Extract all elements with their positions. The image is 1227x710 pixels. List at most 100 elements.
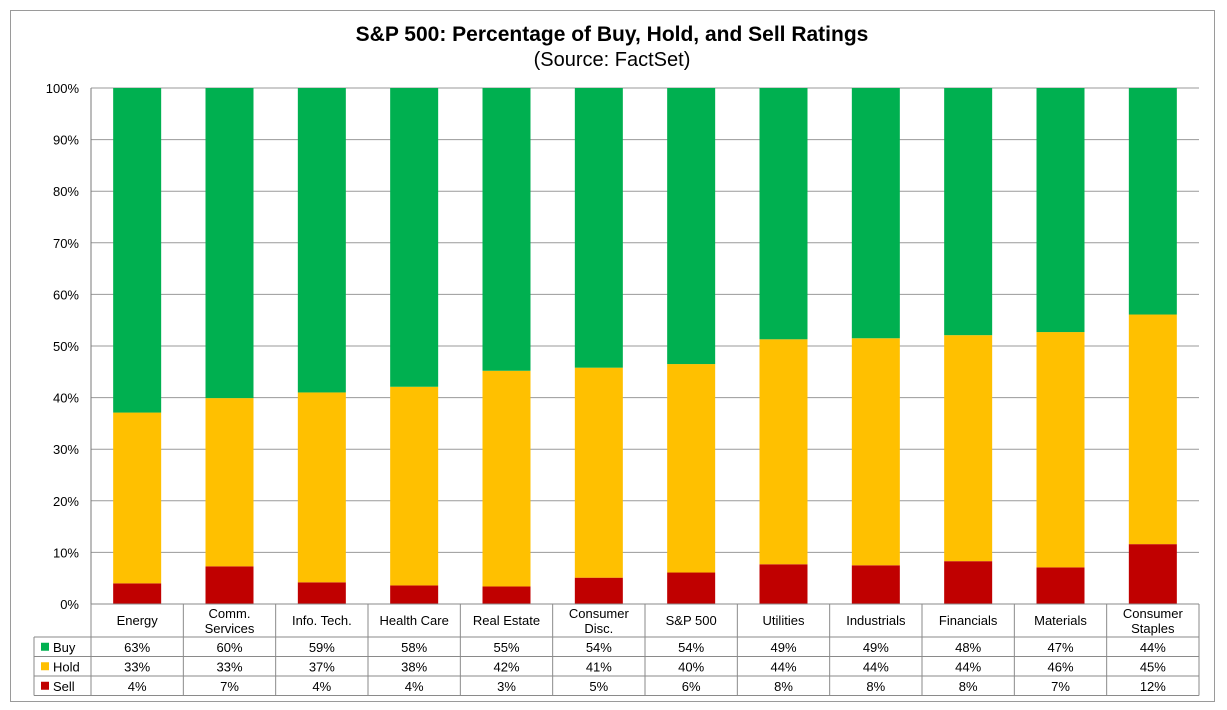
data-label: 8% <box>774 679 793 694</box>
y-tick-label: 100% <box>46 81 80 96</box>
bar-segment-hold <box>205 398 254 567</box>
bar-segment-sell <box>1128 544 1177 604</box>
category-label: S&P 500 <box>666 613 717 628</box>
category-label: Staples <box>1131 621 1175 636</box>
bar-segment-sell <box>390 585 439 604</box>
data-label: 8% <box>959 679 978 694</box>
y-axis: 0% 10% 20% 30% 40% 50% 60% 70% 80% 90% 100% <box>46 81 92 612</box>
data-label: 38% <box>401 659 427 674</box>
data-label: 33% <box>216 659 242 674</box>
category-label: Materials <box>1034 613 1087 628</box>
data-label: 7% <box>1051 679 1070 694</box>
bar-segment-buy <box>851 88 900 339</box>
data-label: 44% <box>770 659 796 674</box>
bar-segment-sell <box>205 566 254 604</box>
data-label: 33% <box>124 659 150 674</box>
y-tick-label: 40% <box>53 391 79 406</box>
legend-label-buy: Buy <box>53 640 76 655</box>
bar-segment-buy <box>113 88 162 413</box>
data-label: 48% <box>955 640 981 655</box>
data-label: 37% <box>309 659 335 674</box>
bar-segment-hold <box>482 370 531 587</box>
legend-key-hold <box>41 662 49 671</box>
y-tick-label: 70% <box>53 236 79 251</box>
legend-label-hold: Hold <box>53 659 80 674</box>
data-label: 41% <box>586 659 612 674</box>
bar-segment-hold <box>574 367 623 578</box>
data-label: 47% <box>1047 640 1073 655</box>
y-tick-label: 60% <box>53 287 79 302</box>
bar-segment-buy <box>944 88 993 336</box>
legend-label-sell: Sell <box>53 679 75 694</box>
data-label: 4% <box>312 679 331 694</box>
data-label: 3% <box>497 679 516 694</box>
data-label: 49% <box>863 640 889 655</box>
bar-segment-sell <box>1036 567 1085 604</box>
bar-segment-buy <box>574 88 623 368</box>
data-label: 46% <box>1047 659 1073 674</box>
data-label: 44% <box>955 659 981 674</box>
bar-segment-buy <box>1128 88 1177 315</box>
data-label: 59% <box>309 640 335 655</box>
bar-segment-buy <box>297 88 346 393</box>
bar-segment-buy <box>390 88 439 387</box>
bar-segment-hold <box>944 335 993 562</box>
category-label: Disc. <box>584 621 613 636</box>
bar-segment-hold <box>851 338 900 566</box>
y-tick-label: 0% <box>60 597 79 612</box>
data-label: 44% <box>863 659 889 674</box>
data-label: 49% <box>770 640 796 655</box>
data-table: Energy Comm.Services Info. Tech. Health Car… <box>33 603 1200 696</box>
bar-segment-hold <box>113 412 162 584</box>
category-label: Consumer <box>1123 606 1184 621</box>
category-label: Health Care <box>379 613 448 628</box>
bar-segment-hold <box>1036 332 1085 568</box>
data-label: 54% <box>678 640 704 655</box>
data-label: 8% <box>866 679 885 694</box>
chart-subtitle: (Source: FactSet) <box>534 49 691 71</box>
category-label: Comm. <box>209 606 251 621</box>
data-label: 54% <box>586 640 612 655</box>
y-tick-label: 90% <box>53 133 79 148</box>
data-label: 4% <box>128 679 147 694</box>
data-label: 7% <box>220 679 239 694</box>
bar-segment-sell <box>667 572 716 604</box>
bars <box>113 88 1177 604</box>
bar-segment-buy <box>759 88 808 340</box>
y-tick-label: 20% <box>53 494 79 509</box>
bar-segment-buy <box>205 88 254 399</box>
y-tick-label: 50% <box>53 339 79 354</box>
data-label: 12% <box>1140 679 1166 694</box>
data-label: 63% <box>124 640 150 655</box>
data-label: 5% <box>589 679 608 694</box>
bar-segment-sell <box>851 565 900 604</box>
data-label: 45% <box>1140 659 1166 674</box>
data-label: 44% <box>1140 640 1166 655</box>
category-label: Financials <box>939 613 998 628</box>
bar-segment-buy <box>667 88 716 365</box>
data-label: 42% <box>493 659 519 674</box>
gridlines <box>91 87 1199 605</box>
legend-key-buy <box>41 642 49 651</box>
category-label: Utilities <box>763 613 805 628</box>
data-label: 58% <box>401 640 427 655</box>
y-tick-label: 30% <box>53 442 79 457</box>
category-label: Info. Tech. <box>292 613 352 628</box>
bar-segment-buy <box>482 88 531 371</box>
y-tick-label: 80% <box>53 184 79 199</box>
category-label: Consumer <box>569 606 630 621</box>
data-label: 4% <box>405 679 424 694</box>
category-label: Industrials <box>846 613 906 628</box>
bar-segment-sell <box>113 583 162 604</box>
bar-segment-sell <box>482 586 531 604</box>
bar-segment-hold <box>1128 314 1177 545</box>
category-label: Services <box>205 621 255 636</box>
category-label: Real Estate <box>473 613 540 628</box>
bar-segment-sell <box>944 561 993 604</box>
category-label: Energy <box>117 613 159 628</box>
data-label: 6% <box>682 679 701 694</box>
bar-segment-hold <box>297 392 346 583</box>
bar-segment-sell <box>574 577 623 604</box>
bar-segment-hold <box>667 364 716 573</box>
